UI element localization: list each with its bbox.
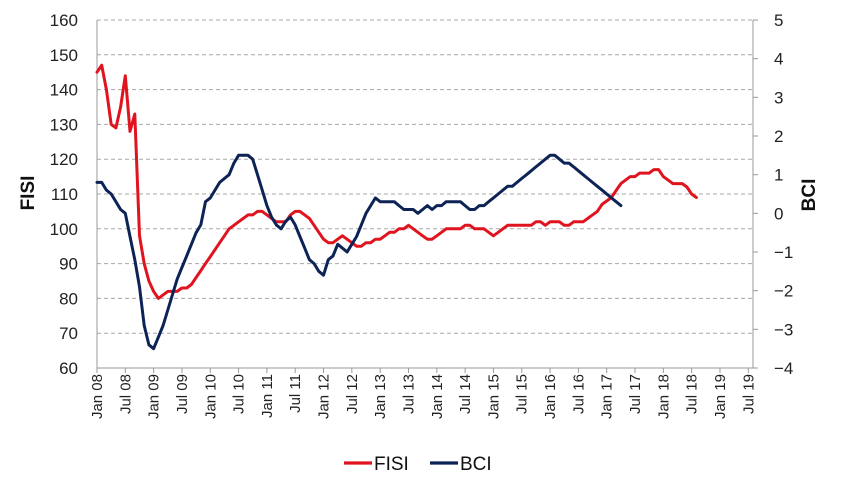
y-tick-label-left: 150: [50, 46, 78, 65]
y-tick-label-left: 90: [59, 255, 78, 274]
y-tick-label-right: −4: [774, 359, 793, 378]
legend-label-bci: BCI: [460, 454, 492, 475]
x-tick-label: Jul 12: [344, 374, 361, 414]
y-tick-label-left: 140: [50, 81, 78, 100]
y-tick-label-left: 130: [50, 115, 78, 134]
x-tick-label: Jul 11: [287, 374, 304, 413]
x-tick-label: Jan 17: [599, 374, 616, 419]
y-axis-title-left: FISI: [18, 176, 39, 211]
x-tick-label: Jan 19: [712, 374, 729, 419]
y-axis-title-right: BCI: [799, 179, 820, 212]
x-tick-label: Jan 10: [202, 374, 219, 419]
y-tick-label-left: 100: [50, 220, 78, 239]
y-tick-label-right: −3: [774, 320, 793, 339]
x-tick-label: Jul 18: [684, 374, 701, 414]
y-tick-label-right: 4: [774, 50, 783, 69]
y-tick-label-right: 3: [774, 88, 783, 107]
x-tick-label: Jul 09: [174, 374, 191, 414]
y-tick-label-right: 2: [774, 127, 783, 146]
x-tick-label: Jul 17: [627, 374, 644, 414]
x-tick-label: Jan 18: [655, 374, 672, 419]
x-tick-label: Jan 16: [542, 374, 559, 419]
x-tick-label: Jul 08: [117, 374, 134, 414]
y-tick-label-left: 120: [50, 150, 78, 169]
y-tick-label-left: 160: [50, 11, 78, 30]
x-tick-label: Jan 11: [259, 374, 276, 418]
left-axis-ticks: 60 70 80 90 100 110 120 130 140 150 160: [50, 11, 78, 378]
x-tick-label: Jul 13: [400, 374, 417, 414]
legend-label-fisi: FISI: [374, 454, 409, 475]
x-tick-label: Jul 19: [740, 374, 757, 414]
x-tick-label: Jan 09: [146, 374, 163, 419]
series-layer: [95, 63, 698, 351]
y-tick-label-right: 5: [774, 11, 783, 30]
y-tick-label-right: 0: [774, 204, 783, 223]
y-tick-label-left: 70: [59, 324, 78, 343]
x-tick-label: Jan 15: [485, 374, 502, 419]
x-tick-label: Jan 13: [372, 374, 389, 419]
y-tick-label-right: 1: [774, 166, 783, 185]
x-tick-label: Jul 16: [570, 374, 587, 414]
series-line-bci: [95, 153, 623, 351]
y-tick-label-right: −2: [774, 282, 793, 301]
x-tick-label: Jan 14: [429, 374, 446, 419]
x-tick-label: Jan 12: [316, 374, 333, 419]
x-tick-label: Jul 14: [457, 374, 474, 414]
series-line-fisi: [95, 63, 698, 300]
y-tick-label-left: 110: [51, 185, 78, 204]
x-tick-label: Jul 10: [231, 374, 248, 414]
y-tick-label-left: 60: [59, 359, 78, 378]
gridlines: [96, 19, 754, 369]
x-axis-ticks: Jan 08 Jul 08 Jan 09 Jul 09 Jan 10 Jul 10 Jan …: [89, 368, 757, 419]
x-tick-label: Jul 15: [514, 374, 531, 414]
y-tick-label-right: −1: [774, 243, 793, 262]
y-tick-label-left: 80: [59, 289, 78, 308]
x-tick-label: Jan 08: [89, 374, 106, 419]
legend: FISI BCI: [344, 454, 492, 475]
right-axis-ticks: −4 −3 −2 −1 0 1 2 3 4 5: [753, 11, 793, 378]
